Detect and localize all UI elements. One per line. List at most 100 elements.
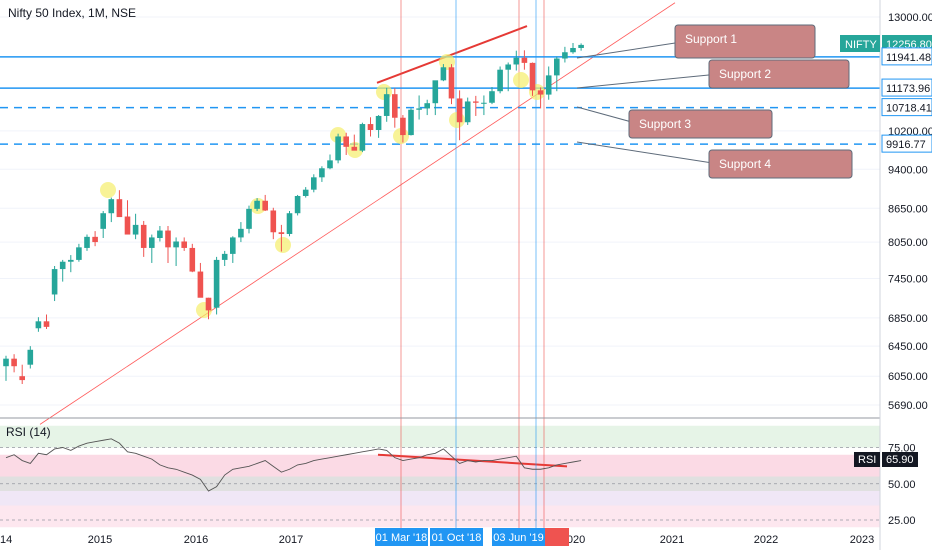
callout-label-1: Support 1 — [685, 32, 737, 46]
candle-body — [27, 349, 34, 365]
candle-body — [367, 124, 374, 130]
rsi-symbol-bg — [854, 452, 880, 467]
rsi-label: RSI (14) — [6, 425, 51, 439]
candle-body — [424, 103, 430, 109]
candle-body — [554, 58, 560, 76]
candle-body — [545, 75, 552, 95]
candle-body — [84, 236, 90, 248]
price-tick-label: 5690.00 — [888, 400, 928, 412]
candle-body — [100, 213, 106, 229]
support-value-tag-border-1 — [881, 47, 932, 66]
support-value-tag-3-bg — [882, 98, 932, 116]
candle-body — [416, 108, 422, 110]
support-value-tag-border-4 — [881, 134, 932, 153]
callout-pointer-1 — [576, 41, 686, 59]
rsi-tick-label: 50.00 — [888, 479, 916, 491]
date-marker-label-3: 03 Jun '19 — [493, 532, 543, 544]
rsi-line — [5, 438, 582, 492]
rising-trendline — [39, 2, 676, 425]
candle-body — [213, 259, 220, 308]
candle-body — [254, 200, 260, 209]
candle-body — [238, 228, 244, 238]
highlight-circle-10 — [513, 72, 529, 88]
candle-body — [68, 259, 74, 262]
support-value-tag-2: 11173.96 — [886, 83, 930, 95]
time-tick-label: 2021 — [660, 534, 684, 546]
candle-body — [43, 321, 50, 327]
support-value-tag-3: 10718.41 — [886, 103, 932, 115]
candle-body — [221, 253, 228, 260]
candle-body — [440, 67, 447, 81]
candle-body — [302, 189, 309, 196]
candle-body — [578, 44, 584, 48]
candle-body — [173, 241, 179, 248]
price-tick-label: 6450.00 — [888, 341, 928, 353]
symbol-tag: NIFTY — [845, 39, 877, 51]
chart-title: Nifty 50 Index, 1M, NSE — [8, 6, 136, 20]
candle-body — [116, 199, 123, 218]
candle-body — [481, 102, 487, 104]
callout-label-4: Support 4 — [719, 157, 771, 171]
rsi-lower-band — [0, 491, 880, 506]
candle-body — [205, 297, 212, 311]
candle-body — [270, 210, 277, 233]
candle-body — [351, 146, 358, 151]
candle-body — [246, 208, 252, 229]
time-tick-label: 2023 — [850, 534, 874, 546]
time-tick-label: 2016 — [184, 534, 208, 546]
highlight-circle-3 — [275, 237, 291, 253]
candle-body — [230, 237, 236, 254]
callout-label-2: Support 2 — [719, 67, 771, 81]
support-callouts: Support 1 Support 2 Support 3 Support 4 — [576, 24, 853, 179]
candle-body — [570, 47, 576, 53]
rsi-value-tag-bg — [882, 452, 918, 467]
candle-body — [359, 124, 366, 151]
candle-body — [319, 168, 325, 178]
rsi-series — [5, 438, 582, 492]
candle-body — [286, 213, 293, 234]
callout-box-3 — [628, 109, 773, 139]
date-marker-tag-last — [545, 528, 569, 546]
price-resistance-line — [376, 25, 528, 84]
callout-box-1 — [674, 24, 816, 59]
support-value-tag-2-bg — [882, 79, 932, 97]
candle-body — [35, 321, 42, 329]
date-marker-tag-3 — [492, 528, 545, 546]
candle-body — [400, 117, 406, 136]
candle-body — [149, 237, 155, 248]
candle-body — [140, 224, 147, 248]
candle-body — [473, 101, 479, 103]
symbol-tag-bg — [840, 35, 880, 52]
support-value-tag-1-bg — [882, 47, 932, 65]
candle-body — [108, 199, 115, 214]
candle-body — [92, 236, 98, 243]
candle-body — [197, 271, 204, 298]
candlestick-series — [3, 42, 584, 385]
rsi-overbought-band — [0, 425, 880, 448]
candle-body — [537, 90, 544, 95]
rsi-oversold-band — [0, 505, 880, 528]
candle-body — [189, 247, 196, 272]
support-value-tag-4: 9916.77 — [886, 139, 926, 151]
candle-body — [181, 241, 187, 248]
candle-body — [456, 98, 463, 123]
candle-body — [311, 177, 317, 190]
price-tick-label: 13000.00 — [888, 12, 932, 24]
rsi-tick-label: 75.00 — [888, 443, 916, 455]
callout-label-3: Support 3 — [639, 117, 691, 131]
price-tick-label: 8050.00 — [888, 237, 928, 249]
date-marker-label-2: 01 Oct '18 — [432, 532, 482, 544]
candle-body — [448, 67, 455, 99]
price-tags: 01 Mar '18 01 Oct '18 03 Jun '1912256.80NI… — [375, 35, 932, 546]
candle-body — [343, 136, 349, 147]
time-tick-label: 2015 — [88, 534, 112, 546]
price-tick-label: 8650.00 — [888, 203, 928, 215]
candle-body — [3, 358, 9, 367]
candle-body — [327, 160, 333, 169]
candle-body — [497, 69, 503, 92]
candle-body — [489, 91, 495, 103]
candle-body — [51, 269, 58, 295]
candle-body — [513, 57, 520, 65]
candle-body — [521, 57, 528, 63]
